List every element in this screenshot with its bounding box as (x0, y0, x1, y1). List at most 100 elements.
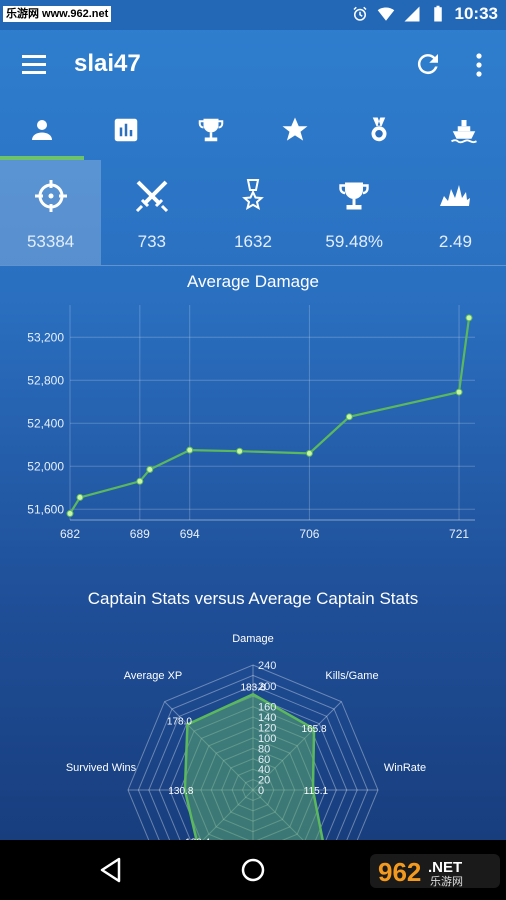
stat-value: 1632 (234, 232, 272, 251)
y-tick-label: 52,800 (27, 373, 64, 387)
radar-value-label: 139.4 (185, 837, 210, 840)
radar-axis-label: Average XP (124, 670, 183, 682)
radar-axis-label: Kills/Game (325, 670, 378, 682)
radar-value-label: 165.8 (302, 724, 327, 735)
x-tick-label: 689 (130, 527, 150, 541)
stats-row: 53384 733 1632 59.48% 2.49 (0, 160, 506, 266)
x-tick-label: 682 (60, 527, 80, 541)
radar-grid-ring (148, 685, 358, 840)
tab-trophies[interactable] (169, 100, 253, 160)
crossed-swords-icon (135, 180, 168, 213)
radar-scale-label: 100 (258, 733, 276, 745)
stat-win-rate[interactable]: 59.48% (304, 160, 405, 265)
more-vert-icon[interactable] (470, 51, 488, 79)
radar-scale-label: 140 (258, 712, 276, 724)
radar-scale-label: 200 (258, 681, 276, 693)
refresh-icon[interactable] (413, 49, 443, 79)
status-bar: 乐游网 www.962.net 10:33 (0, 0, 506, 30)
explosion-icon (440, 185, 471, 206)
data-point (136, 477, 144, 485)
data-point (305, 449, 313, 457)
star-award-icon (242, 179, 264, 211)
tab-ships[interactable] (422, 100, 506, 160)
tab-achievements[interactable] (337, 100, 421, 160)
stat-value: 59.48% (325, 232, 384, 251)
stat-value: 2.49 (438, 232, 472, 251)
radar-grid-ring (127, 664, 379, 840)
radar-scale-label: 0 (258, 785, 264, 797)
app-bar: slai47 (0, 30, 506, 100)
radar-grid-ring (158, 695, 348, 840)
trophy-icon (339, 182, 369, 210)
status-icons: 10:33 (351, 4, 498, 24)
wifi-icon (377, 7, 394, 21)
menu-icon[interactable] (20, 52, 48, 78)
radar-scale-label: 240 (258, 660, 276, 672)
medal-icon (371, 117, 387, 142)
data-point (146, 465, 154, 473)
signal-icon (404, 6, 420, 22)
person-icon (32, 120, 53, 140)
radar-scale-label: 60 (258, 754, 270, 766)
y-tick-label: 53,200 (27, 330, 64, 344)
svg-text:乐游网: 乐游网 (430, 875, 463, 888)
radar-value-label: 115.1 (304, 786, 329, 797)
stat-value: 733 (137, 232, 166, 251)
y-tick-label: 51,600 (27, 502, 64, 516)
radar-value-label: 130.8 (168, 786, 193, 797)
radar-value-label: 183.8 (240, 682, 265, 693)
data-point (465, 314, 473, 322)
series-line (69, 317, 471, 515)
clock-time: 10:33 (454, 4, 498, 23)
radar-grid-ring (137, 674, 369, 840)
y-tick-label: 52,000 (27, 459, 64, 473)
stat-value: 53384 (26, 232, 75, 251)
radar-axis-label: WinRate (384, 762, 426, 774)
status-watermark-text: 乐游网 www.962.net (3, 6, 112, 22)
radar-axis-label: Survived Wins (66, 762, 137, 774)
tab-profile[interactable] (0, 100, 85, 160)
tab-favorites[interactable] (253, 100, 337, 160)
back-icon[interactable] (95, 854, 127, 886)
crosshair-icon (34, 180, 67, 212)
data-point (455, 388, 463, 396)
radar-scale-label: 80 (258, 743, 270, 755)
app-title: slai47 (74, 50, 141, 77)
trophy-icon (198, 118, 224, 142)
ship-icon (450, 120, 477, 144)
site-logo-watermark: 962 .NET 乐游网 (370, 854, 500, 888)
x-tick-label: 721 (449, 527, 469, 541)
data-point (66, 510, 74, 518)
data-point (236, 447, 244, 455)
stat-battles[interactable]: 733 (101, 160, 202, 265)
alarm-icon (352, 6, 367, 21)
stat-wins[interactable]: 1632 (202, 160, 303, 265)
radar-value-label: 178.0 (167, 716, 192, 727)
star-icon (282, 117, 308, 141)
x-tick-label: 706 (299, 527, 319, 541)
radar-axis-label: Damage (232, 633, 274, 645)
average-damage-chart: 51,600 52,000 52,400 52,800 53,200 682 689 694 7… (27, 305, 475, 541)
stat-kd-ratio[interactable]: 2.49 (405, 160, 506, 265)
radar-scale-label: 160 (258, 702, 276, 714)
radar-scale-label: 120 (258, 723, 276, 735)
stat-damage[interactable]: 53384 (0, 160, 102, 265)
tab-statistics[interactable] (84, 100, 168, 160)
home-icon[interactable] (237, 854, 269, 886)
data-point (76, 493, 84, 501)
radar-scale-label: 20 (258, 775, 270, 787)
battery-icon (433, 5, 442, 22)
data-point (186, 446, 194, 454)
line-chart-title: Average Damage (187, 272, 319, 291)
svg-text:962: 962 (378, 857, 421, 887)
data-point (345, 413, 353, 421)
radar-data-polygon (183, 692, 324, 840)
tab-bar (0, 100, 506, 160)
navigation-bar: 962 .NET 乐游网 (0, 840, 506, 900)
svg-text:.NET: .NET (428, 859, 462, 876)
bar-chart-icon (115, 118, 138, 142)
radar-scale-label: 40 (258, 764, 270, 776)
radar-chart-title: Captain Stats versus Average Captain Sta… (87, 589, 419, 608)
y-tick-label: 52,400 (27, 416, 64, 430)
